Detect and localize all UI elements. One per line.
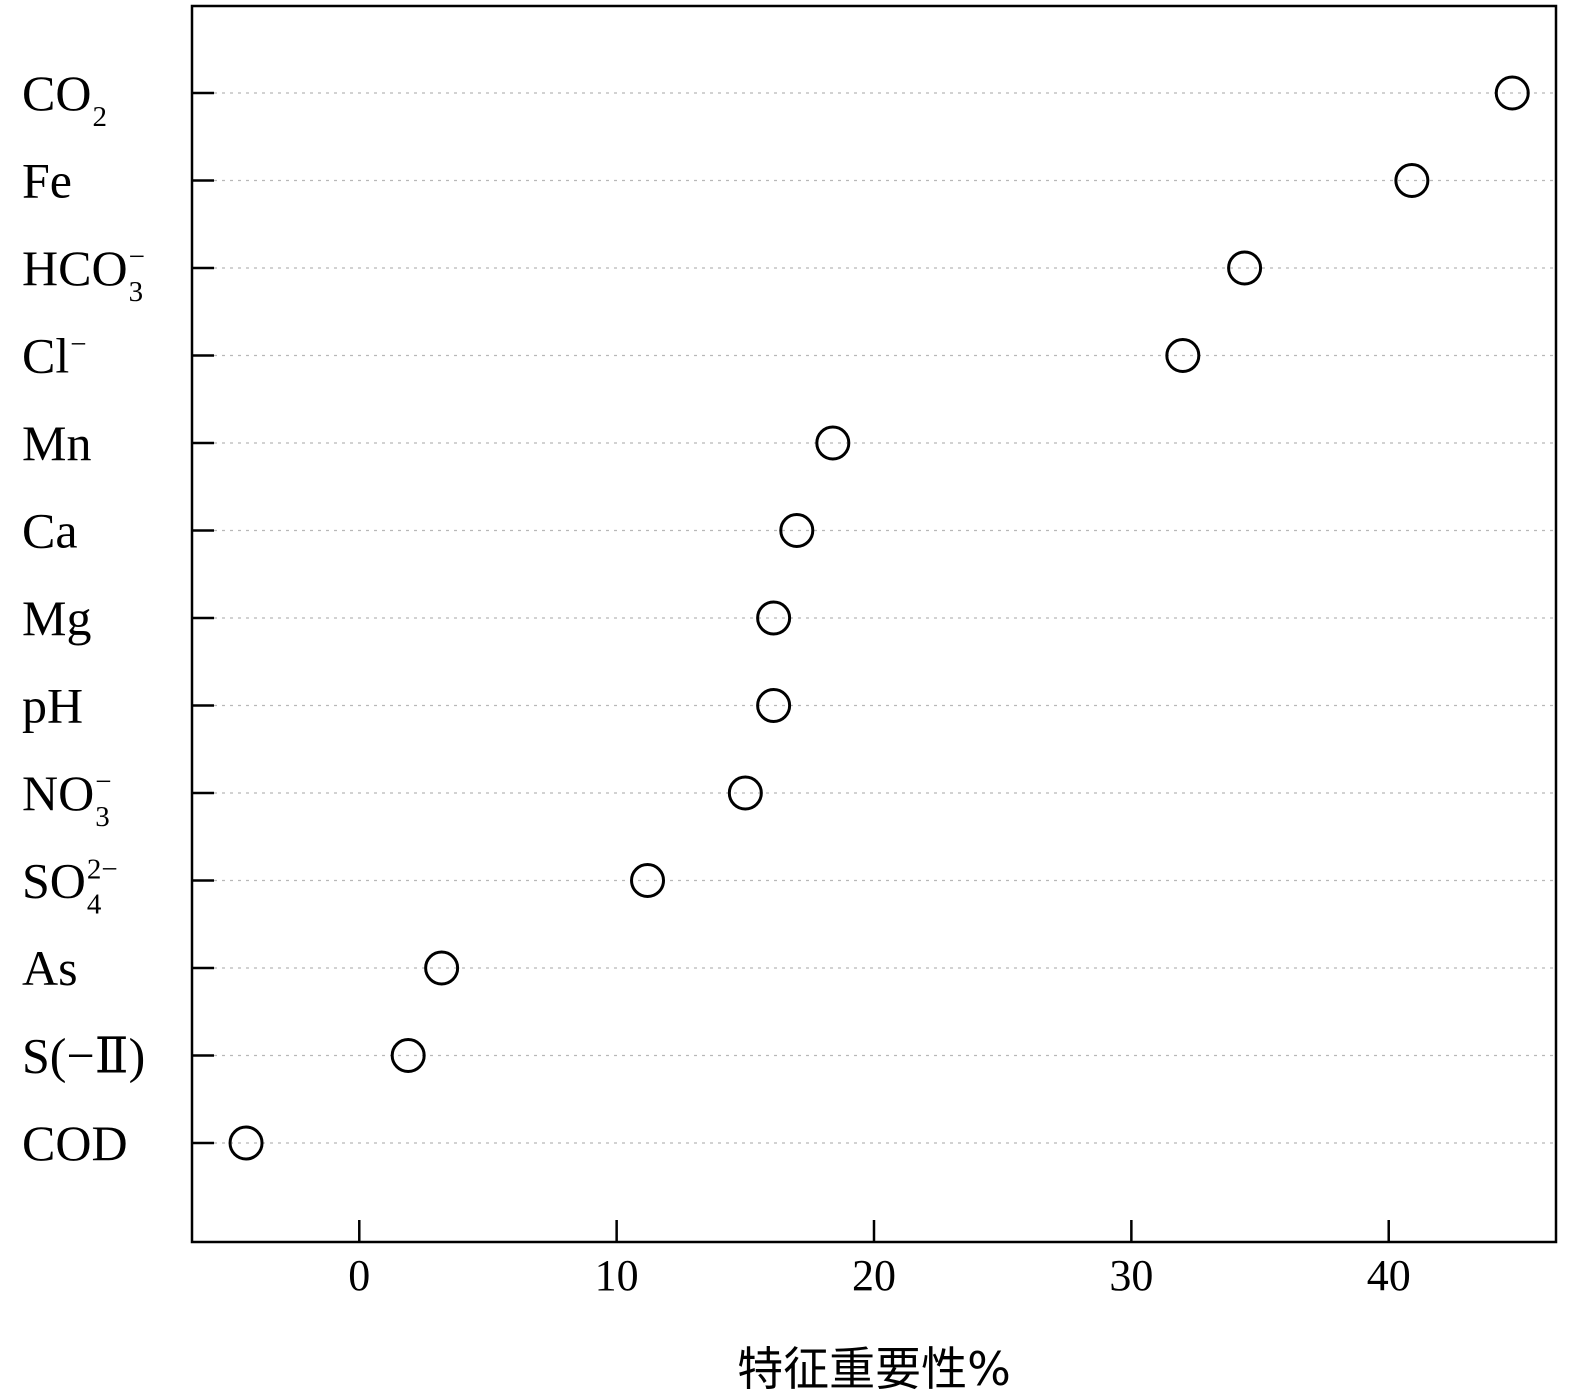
category-label-sup: − — [95, 766, 111, 798]
category-label: Cl− — [22, 328, 87, 384]
data-point — [1227, 250, 1263, 286]
category-label: Fe — [22, 153, 72, 209]
category-label-sub: 2 — [92, 101, 107, 133]
category-label-base: Mg — [22, 590, 91, 646]
category-label-base: COD — [22, 1115, 128, 1171]
category-label: COD — [22, 1115, 128, 1171]
category-label-sup: − — [70, 329, 86, 361]
data-point — [1394, 163, 1430, 198]
category-label-base: As — [22, 940, 78, 996]
grid-lines — [214, 92, 1556, 1144]
x-tick-labels: 0 10 20 30 40 — [348, 1251, 1410, 1300]
category-label: SO2− 4 — [22, 853, 118, 921]
x-tick-label: 40 — [1367, 1251, 1411, 1300]
category-label-base: Ca — [22, 503, 78, 559]
data-markers — [228, 75, 1530, 1161]
data-point — [228, 1125, 264, 1161]
category-label-base: HCO — [22, 240, 128, 296]
x-tick-label: 0 — [348, 1251, 370, 1300]
x-tick-label: 30 — [1109, 1251, 1153, 1300]
category-label: Mg — [22, 590, 91, 646]
category-label: CO2 — [22, 65, 107, 133]
data-point — [630, 863, 666, 898]
x-tick-label: 10 — [595, 1251, 639, 1300]
data-point — [815, 425, 851, 461]
category-label: Ca — [22, 503, 78, 559]
category-label: S(−Ⅱ) — [22, 1028, 145, 1084]
category-label: pH — [22, 678, 83, 734]
category-label-base: SO — [22, 853, 86, 909]
data-point — [1494, 75, 1530, 111]
category-label-base: Cl — [22, 328, 69, 384]
category-label-base: NO — [22, 765, 94, 821]
x-axis-title: 特征重要性% — [737, 1342, 1011, 1396]
data-point — [424, 950, 460, 986]
category-label-base: Fe — [22, 153, 72, 209]
data-point — [756, 688, 792, 723]
category-label: As — [22, 940, 78, 996]
category-label-base: pH — [22, 678, 83, 734]
category-label-base: Mn — [22, 415, 91, 471]
data-point — [779, 513, 815, 548]
data-point — [1165, 338, 1201, 373]
category-label-base: CO — [22, 65, 91, 121]
category-label-sub: 4 — [87, 889, 102, 921]
category-label-sup: − — [129, 241, 145, 273]
category-label-base: S(−Ⅱ) — [22, 1028, 145, 1084]
category-label-sub: 3 — [129, 276, 144, 308]
category-label-sub: 3 — [95, 801, 110, 833]
category-label-sup: 2− — [87, 854, 118, 886]
category-label: Mn — [22, 415, 91, 471]
axis-ticks — [192, 91, 1390, 1242]
plot-frame — [190, 4, 1558, 1244]
data-point — [390, 1038, 426, 1073]
x-tick-label: 20 — [852, 1251, 896, 1300]
data-point — [756, 600, 792, 636]
category-label: HCO− 3 — [22, 240, 145, 308]
data-point — [727, 775, 763, 811]
category-label: NO− 3 — [22, 765, 112, 833]
